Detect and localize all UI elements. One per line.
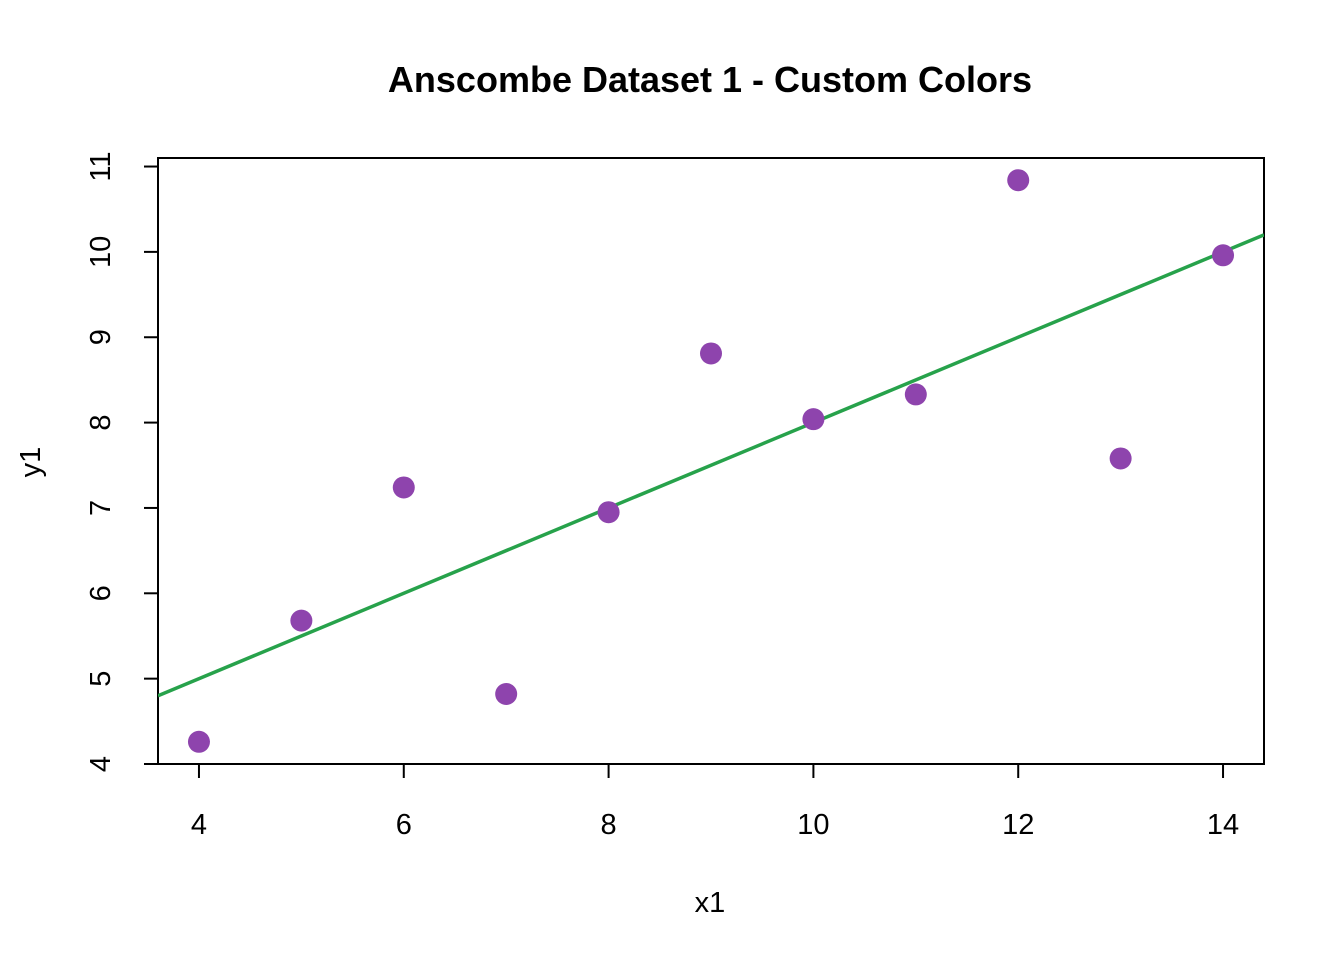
y-tick-label: 9 — [85, 329, 117, 345]
x-tick-label: 12 — [1002, 809, 1034, 841]
y-tick-label: 7 — [85, 500, 117, 516]
y-tick-label: 4 — [85, 756, 117, 772]
data-point — [904, 383, 927, 406]
x-tick-label: 8 — [601, 809, 617, 841]
plot-area-border — [157, 157, 1265, 765]
x-axis-label: x1 — [695, 887, 726, 919]
data-point — [802, 408, 825, 431]
x-tick-label: 4 — [191, 809, 207, 841]
plot-layer — [158, 169, 1264, 753]
y-tick-label: 11 — [85, 151, 117, 181]
chart-title: Anscombe Dataset 1 - Custom Colors — [388, 59, 1032, 100]
regression-line — [158, 233, 1264, 698]
data-point — [392, 476, 415, 499]
x-tick-label: 14 — [1207, 809, 1239, 841]
data-point — [1212, 244, 1235, 267]
y-tick-label: 5 — [85, 671, 117, 687]
y-tick-label: 6 — [85, 585, 117, 601]
y-axis-label: y1 — [15, 447, 47, 478]
data-point — [187, 730, 210, 753]
data-point — [290, 609, 313, 632]
data-point — [700, 342, 722, 365]
data-point — [597, 501, 620, 524]
y-tick-label: 10 — [85, 236, 117, 268]
x-axis: 4 6 8 10 12 14 — [191, 763, 1239, 841]
data-point — [495, 683, 518, 706]
y-tick-label: 8 — [85, 415, 117, 431]
data-point — [1109, 447, 1132, 470]
data-point — [1007, 169, 1030, 192]
y-axis: 4 5 6 7 8 9 10 11 — [85, 151, 159, 772]
x-tick-label: 10 — [797, 809, 829, 841]
x-tick-label: 6 — [396, 809, 412, 841]
